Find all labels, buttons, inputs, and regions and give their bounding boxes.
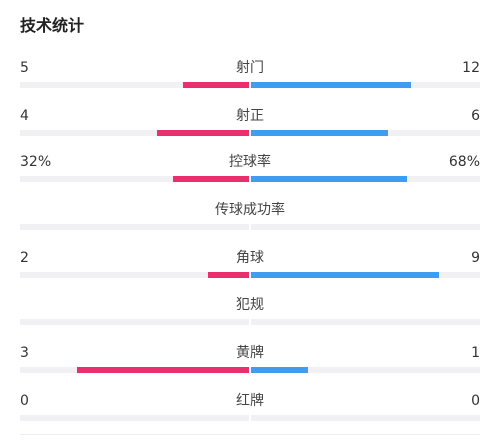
home-value: 32% [20, 154, 52, 170]
stat-label: 控球率 [229, 154, 271, 170]
divider [20, 434, 480, 435]
home-value: 5 [20, 60, 29, 76]
home-bar-track [20, 367, 249, 373]
stats-title: 技术统计 [20, 16, 85, 35]
stat-row-pass-accuracy: 传球成功率 [0, 202, 500, 242]
away-bar-track [251, 272, 480, 278]
away-bar [251, 130, 389, 136]
home-bar [157, 130, 249, 136]
home-value: 4 [20, 108, 29, 124]
away-value: 6 [471, 108, 480, 124]
away-value: 0 [471, 393, 480, 409]
stat-label: 黄牌 [236, 345, 264, 361]
away-bar-track [251, 319, 480, 325]
stat-label: 传球成功率 [215, 202, 285, 218]
home-bar-track [20, 272, 249, 278]
home-bar-track [20, 176, 249, 182]
home-value: 2 [20, 250, 29, 266]
stat-row-possession: 32% 控球率 68% [0, 154, 500, 194]
away-value: 9 [471, 250, 480, 266]
stat-row-shots-on-target: 4 射正 6 [0, 108, 500, 148]
home-bar [173, 176, 249, 182]
away-bar [251, 272, 439, 278]
stat-row-shots: 5 射门 12 [0, 60, 500, 100]
away-bar-track [251, 130, 480, 136]
away-bar-track [251, 367, 480, 373]
away-bar-track [251, 224, 480, 230]
away-bar [251, 82, 412, 88]
home-bar-track [20, 415, 249, 421]
away-bar-track [251, 176, 480, 182]
stat-row-yellow-cards: 3 黄牌 1 [0, 345, 500, 385]
home-bar-track [20, 319, 249, 325]
away-bar [251, 367, 309, 373]
stat-row-red-cards: 0 红牌 0 [0, 393, 500, 433]
away-value: 1 [471, 345, 480, 361]
home-bar-track [20, 130, 249, 136]
stat-label: 红牌 [236, 393, 264, 409]
stat-row-corners: 2 角球 9 [0, 250, 500, 290]
stat-label: 射正 [236, 108, 264, 124]
home-value: 0 [20, 393, 29, 409]
stat-label: 犯规 [236, 297, 264, 313]
stat-label: 射门 [236, 60, 264, 76]
stat-label: 角球 [236, 250, 264, 266]
home-bar [207, 272, 249, 278]
away-bar [251, 176, 407, 182]
home-bar [182, 82, 249, 88]
away-bar-track [251, 415, 480, 421]
home-bar-track [20, 82, 249, 88]
home-bar-track [20, 224, 249, 230]
away-value: 68% [448, 154, 480, 170]
away-value: 12 [462, 60, 480, 76]
away-bar-track [251, 82, 480, 88]
home-value: 3 [20, 345, 29, 361]
home-bar [77, 367, 249, 373]
stat-row-fouls: 犯规 [0, 297, 500, 337]
